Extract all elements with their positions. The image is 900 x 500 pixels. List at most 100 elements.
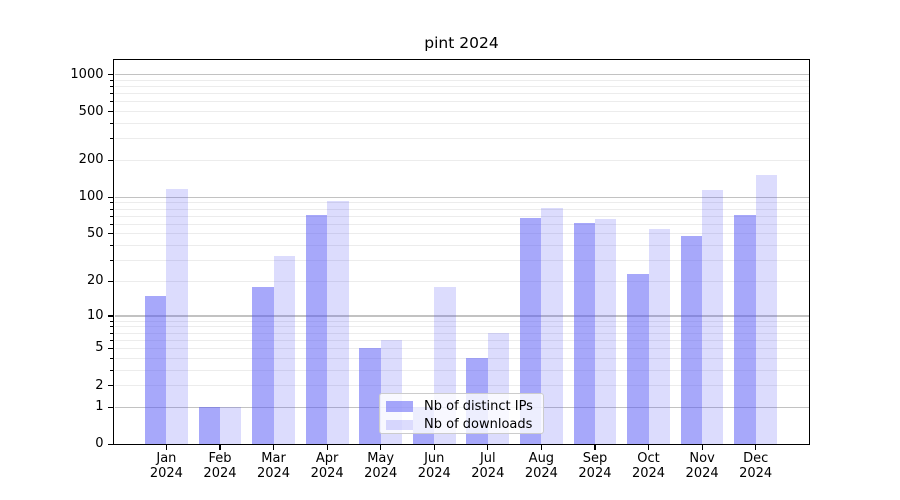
y-minor-tick (110, 260, 113, 262)
bar-downloads-dec (755, 174, 778, 445)
x-tick (701, 445, 703, 450)
minor-gridline (114, 245, 810, 247)
y-tick (108, 110, 113, 113)
y-minor-tick (110, 208, 113, 210)
minor-gridline (114, 122, 810, 124)
x-tick-label-aug: Aug 2024 (524, 450, 558, 482)
legend-item-distinct-ips: Nb of distinct IPs (385, 397, 543, 416)
x-tick-label-nov: Nov 2024 (685, 450, 719, 482)
x-tick (755, 445, 757, 450)
minor-gridline (114, 233, 810, 235)
y-minor-tick (110, 357, 113, 359)
legend-swatch-downloads (385, 419, 413, 430)
y-tick (108, 315, 113, 317)
y-minor-tick (110, 332, 113, 334)
bar-distinct-ips-may (359, 348, 381, 445)
minor-gridline (114, 208, 810, 210)
x-tick (165, 445, 167, 450)
y-tick-label: 1 (95, 399, 104, 415)
x-tick (487, 445, 489, 450)
minor-gridline (114, 101, 810, 103)
bar-downloads-apr (327, 201, 349, 445)
y-tick (108, 406, 113, 408)
y-minor-tick (110, 138, 113, 140)
minor-gridline (114, 260, 810, 262)
y-minor-tick (110, 320, 113, 322)
bar-distinct-ips-feb (198, 407, 220, 445)
bar-distinct-ips-jan (145, 295, 167, 445)
x-tick (326, 445, 328, 450)
bar-distinct-ips-oct (627, 274, 649, 445)
legend-item-downloads: Nb of downloads (385, 416, 543, 435)
minor-gridline (114, 215, 810, 217)
bar-downloads-sep (594, 219, 617, 445)
y-tick (108, 347, 113, 350)
y-tick-label: 200 (78, 152, 104, 168)
y-minor-tick (110, 85, 113, 87)
major-gridline (114, 196, 810, 198)
y-tick-label: 50 (86, 225, 104, 241)
y-minor-tick (110, 79, 113, 81)
x-tick-label-feb: Feb 2024 (203, 450, 237, 482)
minor-gridline (114, 223, 810, 225)
legend-label-downloads: Nb of downloads (424, 417, 533, 433)
legend: Nb of distinct IPs Nb of downloads (379, 392, 544, 435)
x-tick-label-oct: Oct 2024 (631, 450, 666, 482)
bar-downloads-mar (273, 255, 295, 445)
bar-distinct-ips-nov (680, 236, 703, 445)
bar-distinct-ips-aug (519, 218, 542, 445)
x-tick (433, 445, 435, 450)
minor-gridline (114, 111, 810, 113)
y-tick (108, 73, 113, 76)
x-tick (540, 445, 542, 450)
minor-gridline (114, 280, 810, 282)
y-minor-tick (110, 122, 113, 124)
minor-gridline (114, 369, 810, 371)
y-tick (108, 196, 113, 198)
y-minor-tick (110, 326, 113, 328)
y-tick (108, 443, 113, 445)
y-tick (108, 159, 113, 162)
minor-gridline (114, 79, 810, 81)
major-gridline (114, 315, 810, 317)
y-minor-tick (110, 215, 113, 217)
y-tick (108, 280, 113, 282)
y-tick (108, 233, 113, 235)
x-tick-label-jul: Jul 2024 (471, 450, 505, 482)
x-tick-label-dec: Dec 2024 (739, 450, 773, 482)
x-tick-label-jan: Jan 2024 (149, 450, 183, 482)
major-gridline (114, 73, 810, 76)
minor-gridline (114, 85, 810, 87)
y-minor-tick (110, 223, 113, 225)
y-tick-label: 5 (95, 340, 104, 356)
minor-gridline (114, 339, 810, 341)
y-tick (108, 384, 113, 387)
bar-downloads-feb (219, 407, 242, 445)
y-tick-label: 100 (78, 189, 104, 205)
minor-gridline (114, 332, 810, 334)
minor-gridline (114, 347, 810, 349)
y-tick-label: 10 (86, 308, 104, 324)
x-tick-label-mar: Mar 2024 (256, 450, 291, 482)
bar-distinct-ips-apr (305, 215, 328, 445)
x-tick (272, 445, 275, 450)
chart-title: pint 2024 (424, 34, 499, 52)
y-minor-tick (110, 202, 113, 204)
y-minor-tick (110, 101, 113, 103)
minor-gridline (114, 385, 810, 387)
y-tick-label: 2 (95, 377, 104, 393)
y-tick-label: 20 (86, 273, 104, 289)
bar-downloads-aug (541, 207, 563, 445)
y-minor-tick (110, 369, 113, 371)
y-minor-tick (110, 339, 113, 341)
x-tick-label-sep: Sep 2024 (578, 450, 612, 482)
y-tick-label: 500 (78, 103, 104, 119)
x-tick-label-may: May 2024 (364, 450, 398, 482)
x-tick-label-apr: Apr 2024 (310, 450, 344, 482)
bar-distinct-ips-dec (734, 214, 756, 445)
minor-gridline (114, 202, 810, 204)
plot-frame (113, 59, 811, 446)
legend-swatch-distinct-ips (385, 401, 413, 412)
y-minor-tick (110, 93, 113, 95)
x-tick (219, 445, 221, 450)
